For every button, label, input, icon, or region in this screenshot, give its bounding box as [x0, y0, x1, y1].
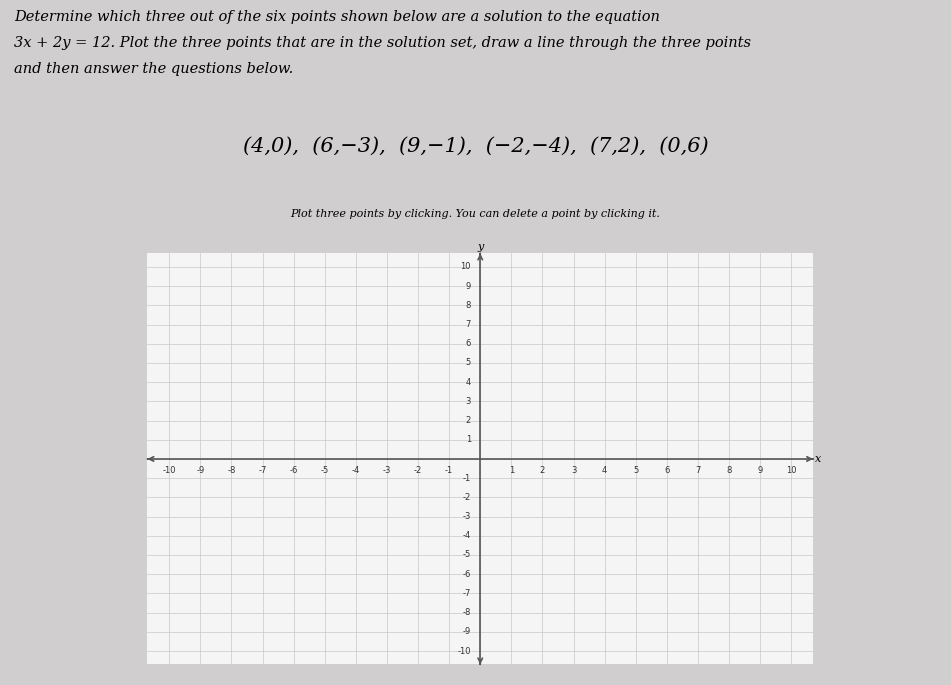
Text: -10: -10 [163, 466, 176, 475]
Text: 3: 3 [466, 397, 471, 406]
Text: -10: -10 [457, 647, 471, 656]
Text: -2: -2 [463, 493, 471, 502]
Text: -3: -3 [462, 512, 471, 521]
Text: 2: 2 [466, 416, 471, 425]
Text: x: x [815, 454, 821, 464]
Text: 6: 6 [664, 466, 670, 475]
Text: 9: 9 [758, 466, 763, 475]
Text: 7: 7 [695, 466, 701, 475]
Text: 4: 4 [602, 466, 608, 475]
Text: -8: -8 [227, 466, 236, 475]
Text: 4: 4 [466, 377, 471, 386]
Text: -1: -1 [445, 466, 454, 475]
Text: 1: 1 [466, 435, 471, 445]
Text: -4: -4 [352, 466, 359, 475]
Text: 7: 7 [466, 320, 471, 329]
Text: 1: 1 [509, 466, 514, 475]
Text: 9: 9 [466, 282, 471, 290]
Text: (4,0),  (6,−3),  (9,−1),  (−2,−4),  (7,2),  (0,6): (4,0), (6,−3), (9,−1), (−2,−4), (7,2), (… [243, 137, 708, 156]
Text: -2: -2 [414, 466, 422, 475]
Text: 6: 6 [466, 339, 471, 348]
Text: -7: -7 [462, 589, 471, 598]
Text: -5: -5 [320, 466, 329, 475]
Text: 2: 2 [540, 466, 545, 475]
Text: 8: 8 [466, 301, 471, 310]
Text: 5: 5 [633, 466, 638, 475]
Text: -4: -4 [463, 532, 471, 540]
Text: -9: -9 [463, 627, 471, 636]
Text: -3: -3 [382, 466, 391, 475]
Text: 3: 3 [571, 466, 576, 475]
Text: -9: -9 [196, 466, 204, 475]
Text: Determine which three out of the six points shown below are a solution to the eq: Determine which three out of the six poi… [14, 10, 660, 24]
Text: y: y [477, 242, 483, 253]
Text: and then answer the questions below.: and then answer the questions below. [14, 62, 294, 76]
Text: 5: 5 [466, 358, 471, 367]
Text: -5: -5 [463, 551, 471, 560]
Text: 10: 10 [786, 466, 797, 475]
Text: -6: -6 [462, 570, 471, 579]
Text: 10: 10 [460, 262, 471, 271]
Text: -6: -6 [289, 466, 298, 475]
Text: 3x + 2y = 12. Plot the three points that are in the solution set, draw a line th: 3x + 2y = 12. Plot the three points that… [14, 36, 751, 50]
Text: -8: -8 [462, 608, 471, 617]
Text: -7: -7 [259, 466, 266, 475]
Text: 8: 8 [727, 466, 732, 475]
Text: -1: -1 [463, 473, 471, 483]
Text: Plot three points by clicking. You can delete a point by clicking it.: Plot three points by clicking. You can d… [291, 209, 660, 219]
